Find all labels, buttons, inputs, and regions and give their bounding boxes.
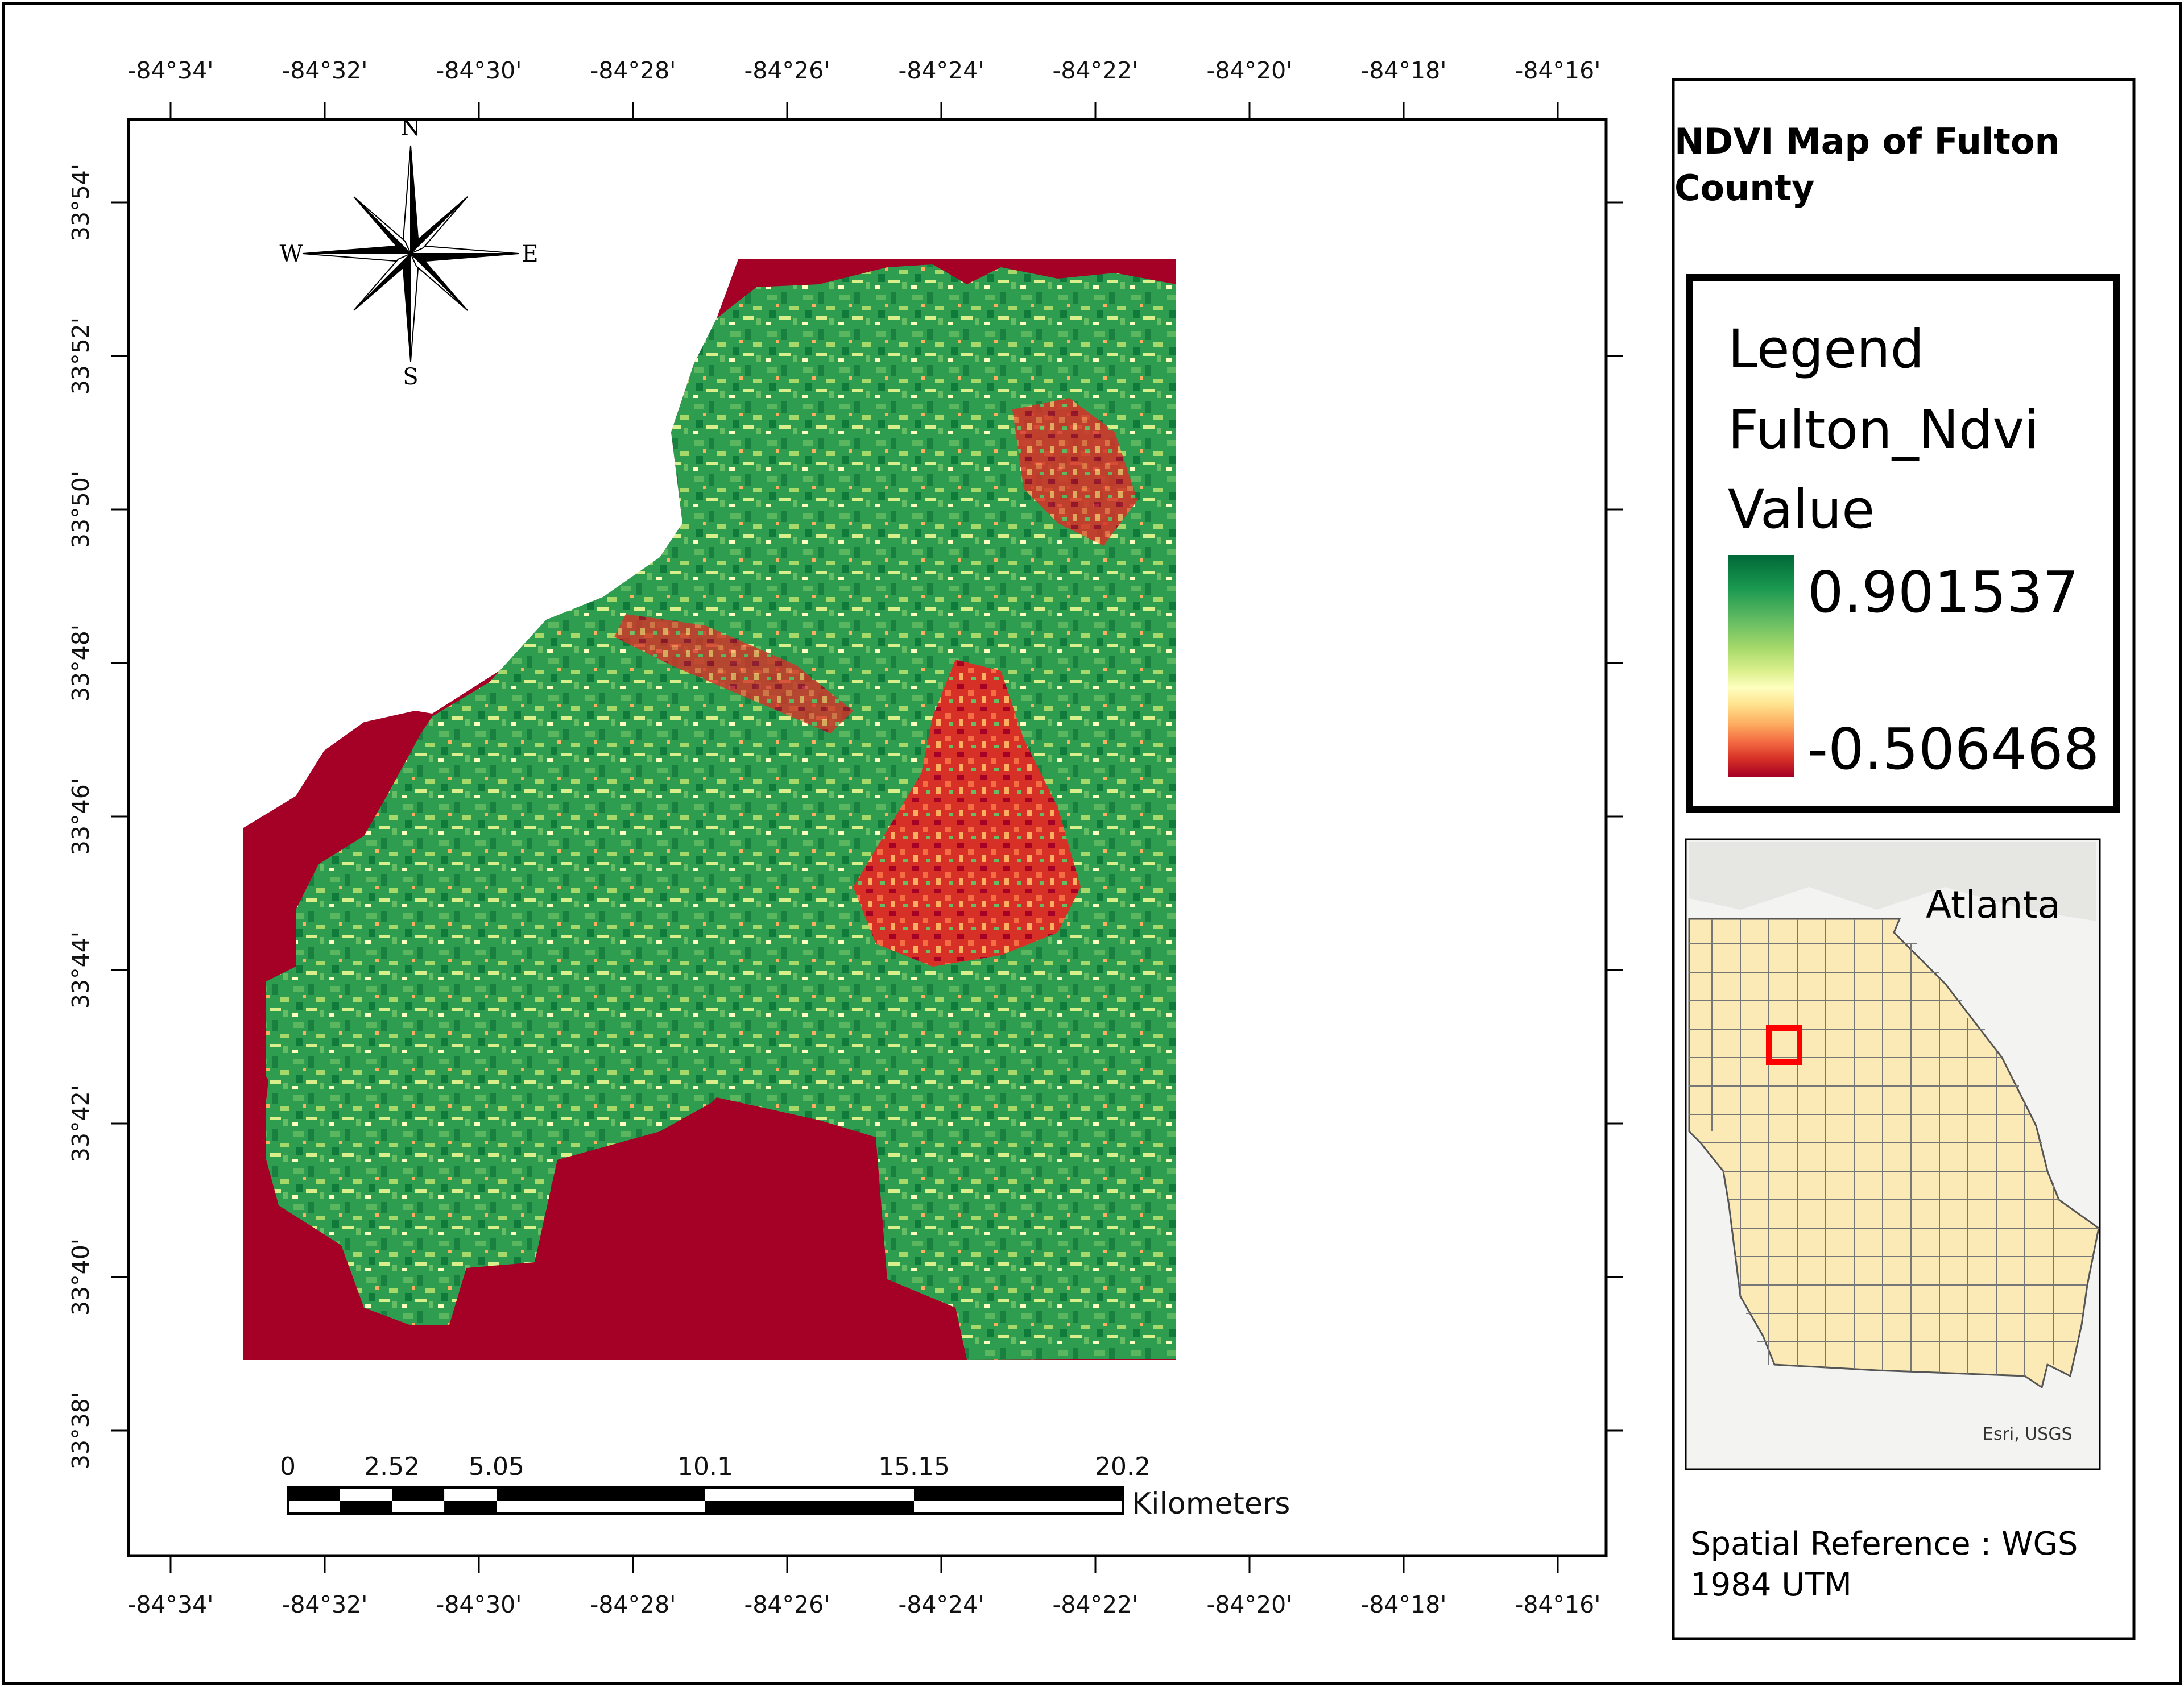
longitude-label-top: -84°18': [1361, 57, 1447, 84]
longitude-label-top: -84°26': [744, 57, 830, 84]
inset-attribution: Esri, USGS: [1983, 1424, 2073, 1444]
legend: Legend Fulton_Ndvi Value 0.901537 -0.506…: [1686, 274, 2120, 813]
longitude-label-top: -84°32': [282, 57, 368, 84]
scale-bar-tick-label: 5.05: [469, 1452, 524, 1481]
longitude-label-bottom: -84°18': [1361, 1591, 1447, 1618]
map-frame: -84°34' -84°32' -84°30' -84°28' -84°26' -84°2…: [67, 57, 1623, 1618]
inset-map: Atlanta Esri, USGS: [1685, 838, 2101, 1470]
raster-vegetation-region: [245, 264, 1176, 1360]
compass-rose-icon: [302, 145, 519, 362]
spatial-reference-line-2: 1984 UTM: [1690, 1566, 1852, 1603]
longitude-label-top: -84°30': [436, 57, 522, 84]
spatial-reference-line-1: Spatial Reference : WGS: [1690, 1526, 2078, 1562]
longitude-label-top: -84°34': [128, 57, 214, 84]
legend-field-name: Value: [1728, 479, 1875, 541]
longitude-label-bottom: -84°24': [899, 1591, 985, 1618]
inset-study-area-highlight: [1766, 1025, 1802, 1065]
scale-bar-tick-label: 15.15: [878, 1452, 950, 1481]
north-arrow: N S E W: [279, 115, 538, 390]
longitude-label-bottom: -84°28': [590, 1591, 676, 1618]
latitude-label: 33°54': [67, 164, 94, 241]
latitude-label: 33°48': [67, 624, 94, 702]
scale-bar-tick-label: 0: [280, 1452, 296, 1481]
map-title: NDVI Map of Fulton County: [1674, 121, 2072, 209]
raster-urban-corridor: [614, 614, 853, 733]
inset-county-lines: [1689, 919, 2099, 1376]
side-panel: NDVI Map of Fulton County Legend Fulton_…: [1672, 78, 2136, 1640]
inset-city-label: Atlanta: [1926, 883, 2061, 927]
latitude-label: 33°40': [67, 1238, 94, 1316]
longitude-label-bottom: -84°26': [744, 1591, 830, 1618]
scale-unit-label: Kilometers: [1132, 1487, 1290, 1521]
longitude-labels-top: -84°34' -84°32' -84°30' -84°28' -84°26' -84°2…: [128, 57, 1601, 84]
scale-bar-subsegment: [340, 1501, 392, 1514]
ndvi-raster: [243, 259, 1176, 1360]
longitude-label-bottom: -84°30': [436, 1591, 522, 1618]
raster-urban-core: [853, 660, 1081, 967]
raster-urban-north: [1012, 398, 1138, 546]
compass-w-label: W: [279, 241, 303, 267]
latitude-labels-left: 33°54' 33°52' 33°50' 33°48' 33°46' 33°44' 33°4…: [67, 164, 94, 1469]
graticule-ticks: [111, 102, 1623, 1573]
latitude-label: 33°46': [67, 778, 94, 855]
legend-heading: Legend: [1728, 318, 1924, 380]
longitude-label-top: -84°28': [590, 57, 676, 84]
scale-bar-tick-label: 2.52: [364, 1452, 420, 1481]
scale-bar-segment: [497, 1487, 705, 1501]
scale-bar-subsegment: [288, 1487, 340, 1501]
scale-bar-subsegment: [444, 1501, 497, 1514]
scale-bar-tick-label: 20.2: [1095, 1452, 1151, 1481]
longitude-label-bottom: -84°34': [128, 1591, 214, 1618]
latitude-label: 33°50': [67, 471, 94, 548]
longitude-label-top: -84°16': [1515, 57, 1601, 84]
raster-south-low: [535, 1097, 967, 1360]
longitude-labels-bottom: -84°34' -84°32' -84°30' -84°28' -84°26' -84°2…: [128, 1591, 1601, 1618]
longitude-label-top: -84°22': [1053, 57, 1139, 84]
scale-bar-segments: [287, 1486, 1124, 1515]
scale-bar-tick-label: 10.1: [677, 1452, 733, 1481]
compass-n-label: N: [401, 115, 421, 141]
scale-bar: 0 2.52 5.05 10.1 15.15 20.2 Kilometers: [280, 1452, 1290, 1521]
longitude-label-bottom: -84°32': [282, 1591, 368, 1618]
map-title-line-1: NDVI Map of Fulton: [1674, 121, 2060, 162]
legend-min-value: -0.506468: [1807, 716, 2099, 782]
longitude-label-top: -84°20': [1207, 57, 1293, 84]
raster-west-low: [243, 828, 266, 1360]
scale-bar-segment: [914, 1487, 1123, 1501]
scale-bar-subsegment: [392, 1487, 445, 1501]
latitude-label: 33°44': [67, 931, 94, 1009]
longitude-label-top: -84°24': [899, 57, 985, 84]
inset-terrain-shading: [1689, 842, 2096, 921]
longitude-label-bottom: -84°20': [1207, 1591, 1293, 1618]
latitude-label: 33°38': [67, 1392, 94, 1469]
legend-max-value: 0.901537: [1807, 559, 2079, 625]
latitude-label: 33°52': [67, 317, 94, 395]
legend-layer-name: Fulton_Ndvi: [1728, 399, 2039, 461]
compass-s-label: S: [403, 364, 418, 390]
map-title-line-2: County: [1674, 167, 1814, 209]
scale-bar-labels: 0 2.52 5.05 10.1 15.15 20.2: [280, 1452, 1151, 1481]
longitude-label-bottom: -84°16': [1515, 1591, 1601, 1618]
longitude-label-bottom: -84°22': [1053, 1591, 1139, 1618]
spatial-reference: Spatial Reference : WGS 1984 UTM: [1690, 1526, 2088, 1603]
scale-bar-segment: [705, 1501, 914, 1514]
compass-e-label: E: [522, 241, 538, 267]
latitude-label: 33°42': [67, 1085, 94, 1162]
legend-color-ramp: [1728, 555, 1794, 777]
